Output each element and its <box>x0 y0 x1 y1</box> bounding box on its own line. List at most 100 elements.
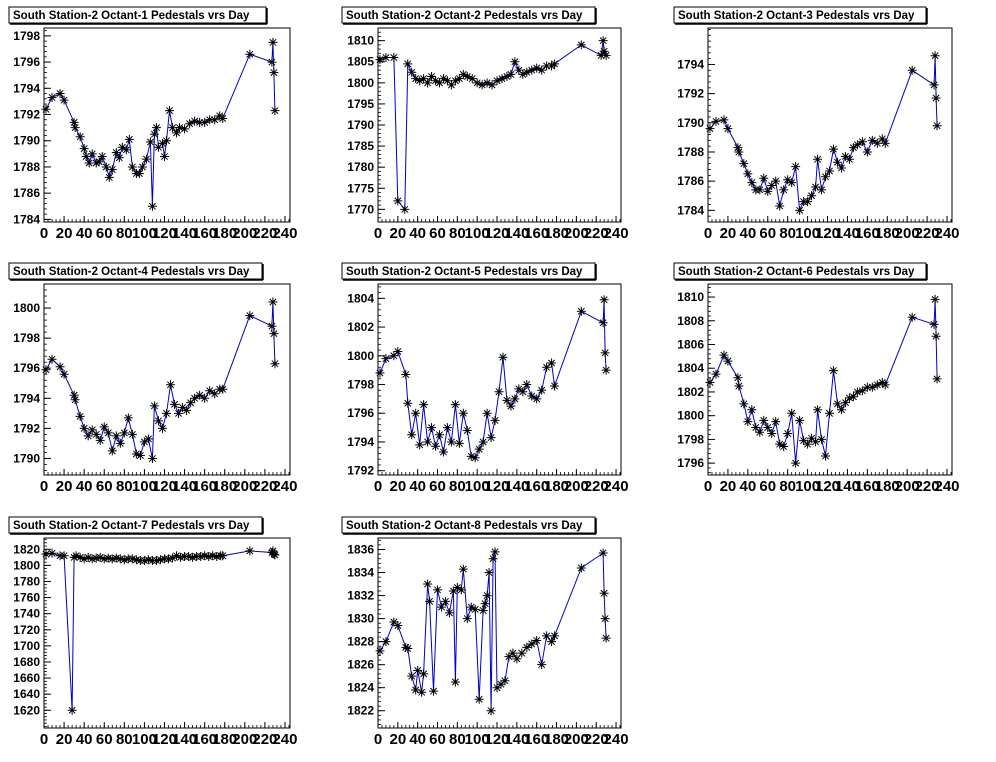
data-point <box>127 429 137 439</box>
data-point <box>844 154 854 164</box>
data-point <box>462 425 472 435</box>
data-point <box>188 552 198 562</box>
data-point <box>450 76 460 86</box>
x-tick-label: 60 <box>759 478 776 495</box>
data-point <box>907 312 917 322</box>
chart-panel-octant-8: South Station-2 Octant-8 Pedestals vrs D… <box>341 516 629 748</box>
data-point <box>599 46 609 56</box>
plot-frame <box>377 283 622 476</box>
data-point <box>413 665 423 675</box>
x-tick-label: 100 <box>465 731 490 748</box>
data-point <box>218 113 228 123</box>
data-point <box>423 437 433 447</box>
data-point <box>510 394 520 404</box>
data-point <box>147 453 157 463</box>
x-tick-label: 80 <box>449 731 466 748</box>
data-point <box>779 185 789 195</box>
x-tick-label: 160 <box>524 225 549 242</box>
data-point <box>55 89 65 99</box>
y-tick-label: 1798 <box>13 29 40 43</box>
data-point <box>107 554 117 564</box>
data-point <box>601 365 611 375</box>
x-tick-label: 120 <box>485 225 510 242</box>
x-tick-label: 80 <box>116 478 133 495</box>
data-point <box>848 143 858 153</box>
data-point <box>84 158 94 168</box>
data-point <box>139 437 149 447</box>
data-point <box>547 637 557 647</box>
data-point <box>836 163 846 173</box>
data-point <box>825 166 835 176</box>
data-point <box>929 80 939 90</box>
data-point <box>153 142 163 152</box>
data-point <box>482 408 492 418</box>
x-tick-label: 80 <box>116 225 133 242</box>
data-point <box>115 438 125 448</box>
data-point <box>97 151 107 161</box>
y-tick-label: 1784 <box>677 203 704 217</box>
data-point <box>857 386 867 396</box>
data-point <box>550 59 560 69</box>
x-tick-label: 120 <box>815 225 840 242</box>
x-tick-label: 0 <box>40 731 48 748</box>
data-point <box>783 175 793 185</box>
data-point <box>932 374 942 384</box>
x-tick-label: 20 <box>720 478 737 495</box>
data-point <box>407 671 417 681</box>
data-point <box>601 633 611 643</box>
x-tick-label: 220 <box>915 225 940 242</box>
y-tick-label: 1640 <box>13 687 40 701</box>
x-tick-label: 200 <box>895 225 920 242</box>
data-point <box>401 369 411 379</box>
data-point <box>733 143 743 153</box>
x-tick-label: 0 <box>374 478 382 495</box>
data-point <box>446 80 456 90</box>
data-point <box>862 382 872 392</box>
data-point <box>807 433 817 443</box>
x-tick-label: 220 <box>252 225 277 242</box>
data-point <box>419 74 429 84</box>
data-point <box>446 437 456 447</box>
y-tick-label: 1792 <box>13 421 40 435</box>
data-point <box>601 50 611 60</box>
x-tick-label: 40 <box>409 731 426 748</box>
data-point <box>440 596 450 606</box>
data-point <box>161 408 171 418</box>
data-point <box>175 123 185 133</box>
data-point <box>268 546 278 556</box>
x-tick-label: 240 <box>272 225 297 242</box>
data-point <box>157 138 167 148</box>
x-tick-label: 240 <box>604 478 629 495</box>
x-tick-label: 80 <box>449 225 466 242</box>
data-point <box>705 124 715 134</box>
y-tick-label: 1700 <box>13 639 40 653</box>
data-point <box>417 687 427 697</box>
data-point <box>492 683 502 693</box>
data-point <box>268 297 278 307</box>
data-point <box>452 583 462 593</box>
data-point <box>454 438 464 448</box>
data-point <box>467 74 477 84</box>
y-tick-label: 1790 <box>677 116 704 130</box>
x-tick-label: 20 <box>56 731 73 748</box>
data-point <box>767 181 777 191</box>
data-point <box>114 153 124 163</box>
data-point <box>75 411 85 421</box>
data-point <box>185 119 195 129</box>
data-point <box>466 451 476 461</box>
data-point <box>55 362 65 372</box>
data-point <box>803 197 813 207</box>
data-point <box>486 433 496 443</box>
x-tick-label: 0 <box>704 225 712 242</box>
data-point <box>200 551 210 561</box>
data-point <box>472 78 482 88</box>
data-point <box>59 95 69 105</box>
data-point <box>442 423 452 433</box>
x-tick-label: 200 <box>564 731 589 748</box>
data-point <box>542 631 552 641</box>
data-point <box>111 431 121 441</box>
data-point <box>117 142 127 152</box>
y-tick-label: 1680 <box>13 655 40 669</box>
data-point <box>83 552 93 562</box>
data-point <box>743 169 753 179</box>
